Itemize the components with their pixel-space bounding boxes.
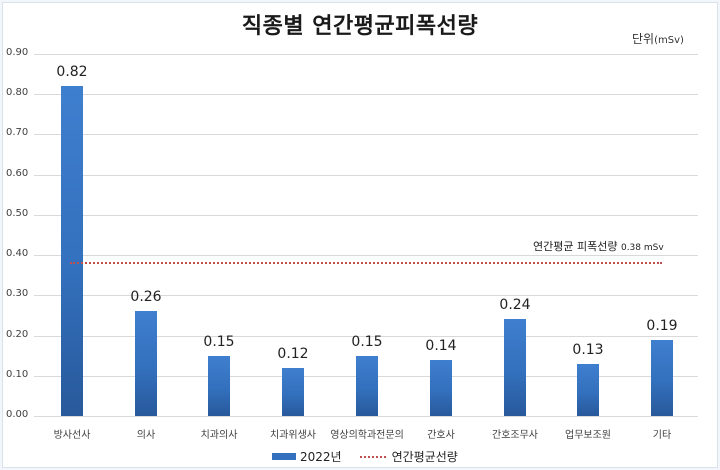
average-annotation-value: 0.38 mSv xyxy=(620,243,664,253)
gridline xyxy=(34,175,698,176)
x-category-label: 간호사 xyxy=(427,430,455,441)
x-category-label: 간호조무사 xyxy=(492,430,538,441)
y-tick-label: 0.10 xyxy=(6,369,29,380)
bar[interactable] xyxy=(651,340,673,416)
y-tick-label: 0.60 xyxy=(6,168,29,179)
x-category-label: 영상의학과전문의 xyxy=(330,430,404,441)
bar[interactable] xyxy=(135,311,157,416)
bar-value-label: 0.82 xyxy=(56,64,88,80)
y-tick-label: 0.30 xyxy=(6,288,29,299)
gridline xyxy=(34,255,698,256)
x-category-label: 의사 xyxy=(136,430,156,441)
average-annotation-text: 연간평균 피폭선량 xyxy=(533,240,618,253)
bar[interactable] xyxy=(504,319,526,416)
gridline xyxy=(34,215,698,216)
y-tick-label: 0.50 xyxy=(6,208,29,219)
bar-value-label: 0.12 xyxy=(277,346,309,362)
gridline xyxy=(34,416,698,417)
bar-value-label: 0.15 xyxy=(203,334,235,350)
legend: 2022년 연간평균선량 xyxy=(272,448,458,465)
bar-value-label: 0.26 xyxy=(130,289,162,305)
bar-value-label: 0.24 xyxy=(499,297,531,313)
bar[interactable] xyxy=(61,86,83,416)
unit-label: 단위(mSv) xyxy=(632,30,684,47)
x-category-label: 업무보조원 xyxy=(565,430,611,441)
x-category-label: 치과의사 xyxy=(200,430,238,441)
y-tick-label: 0.20 xyxy=(6,329,29,340)
y-tick-label: 0.00 xyxy=(6,409,29,420)
y-tick-label: 0.90 xyxy=(6,47,29,58)
bar-value-label: 0.19 xyxy=(646,318,678,334)
gridline xyxy=(34,94,698,95)
x-category-label: 기타 xyxy=(652,430,672,441)
gridline xyxy=(34,336,698,337)
legend-line-label: 연간평균선량 xyxy=(391,450,458,464)
bar[interactable] xyxy=(356,356,378,416)
bar[interactable] xyxy=(577,364,599,416)
average-reference-line xyxy=(70,262,662,264)
x-category-label: 방사선사 xyxy=(53,430,91,441)
bar-value-label: 0.14 xyxy=(425,338,457,354)
legend-dotted-line-icon xyxy=(359,455,386,458)
y-tick-label: 0.40 xyxy=(6,248,29,259)
y-tick-label: 0.70 xyxy=(6,127,29,138)
unit-text: 단위 xyxy=(632,32,655,46)
y-tick-label: 0.80 xyxy=(6,87,29,98)
gridline xyxy=(34,54,698,55)
chart-title: 직종별 연간평균피폭선량 xyxy=(241,14,479,39)
bar-value-label: 0.15 xyxy=(351,334,383,350)
gridline xyxy=(34,134,698,135)
x-category-label: 치과위생사 xyxy=(270,430,316,441)
gridline xyxy=(34,295,698,296)
bar[interactable] xyxy=(282,368,304,416)
unit-value: (mSv) xyxy=(654,35,684,46)
bar-value-label: 0.13 xyxy=(572,342,604,358)
average-annotation: 연간평균 피폭선량 0.38 mSv xyxy=(533,238,664,254)
legend-series-label: 2022년 xyxy=(300,450,342,464)
bar[interactable] xyxy=(430,360,452,416)
legend-bar-swatch-icon xyxy=(272,453,296,460)
bar[interactable] xyxy=(208,356,230,416)
